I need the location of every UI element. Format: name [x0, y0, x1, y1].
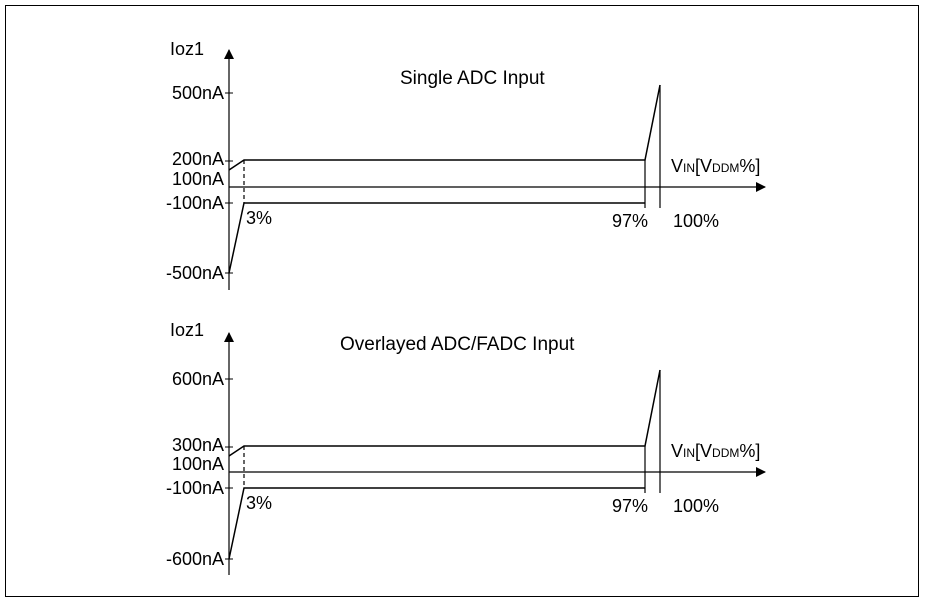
- x-axis-label: VIN[VDDM%]: [671, 156, 760, 176]
- positive-current-curve: [228, 369, 661, 457]
- y-tick-label: 100nA: [172, 454, 224, 474]
- negative-current-curve: [228, 202, 645, 274]
- y-tick-label: -600nA: [166, 549, 224, 569]
- y-tick-label: -100nA: [166, 478, 224, 498]
- diagram-title: Overlayed ADC/FADC Input: [340, 334, 575, 355]
- x-tick-label-100pct: 100%: [673, 496, 719, 516]
- y-tick-label: -500nA: [166, 263, 224, 283]
- x-tick-label-3pct: 3%: [246, 493, 272, 513]
- x-axis-label: VIN[VDDM%]: [671, 441, 760, 461]
- y-tick-label: 500nA: [172, 83, 224, 103]
- x-tick-label-97pct: 97%: [612, 496, 648, 516]
- diagram-single-adc: Ioz1 Single ADC Input 500nA 200nA 100nA …: [166, 39, 766, 290]
- y-tick-label: 200nA: [172, 149, 224, 169]
- y-tick-label: -100nA: [166, 193, 224, 213]
- x-tick-label-100pct: 100%: [673, 211, 719, 231]
- y-tick-label: 600nA: [172, 369, 224, 389]
- negative-current-curve: [228, 487, 645, 560]
- y-axis-label: Ioz1: [170, 320, 204, 340]
- y-tick-label: 100nA: [172, 169, 224, 189]
- figure-frame: [5, 5, 919, 597]
- y-axis-label: Ioz1: [170, 39, 204, 59]
- positive-current-curve: [228, 84, 661, 171]
- x-tick-label-97pct: 97%: [612, 211, 648, 231]
- diagram-overlayed-adc-fadc: Ioz1 Overlayed ADC/FADC Input 600nA 300n…: [166, 320, 766, 575]
- y-tick-label: 300nA: [172, 435, 224, 455]
- x-tick-label-3pct: 3%: [246, 208, 272, 228]
- diagram-title: Single ADC Input: [400, 68, 545, 89]
